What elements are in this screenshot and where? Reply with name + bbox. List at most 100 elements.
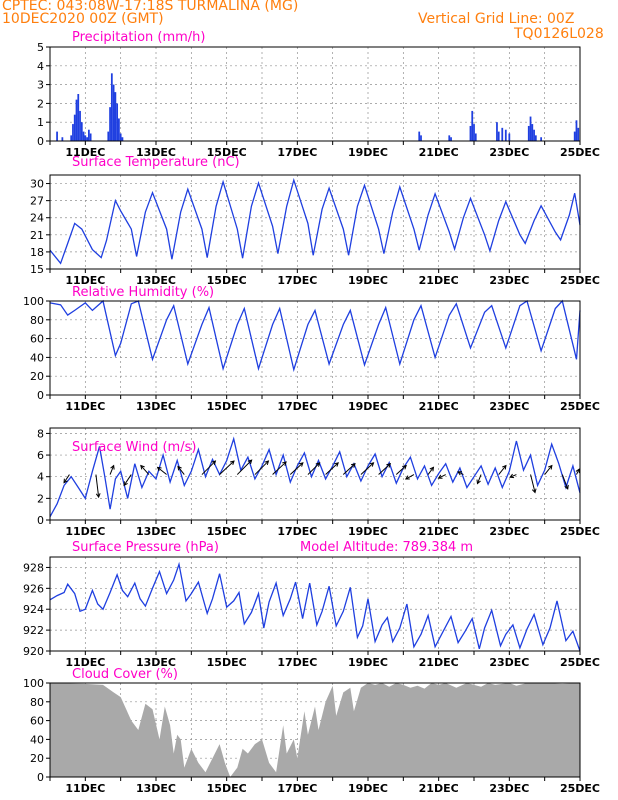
x-tick-label: 25DEC (560, 656, 600, 669)
x-tick-label: 11DEC (65, 400, 105, 413)
y-tick-label: 4 (37, 60, 44, 73)
precip-bar (80, 122, 83, 141)
x-tick-label: 15DEC (207, 400, 247, 413)
x-tick-label: 13DEC (136, 146, 176, 159)
x-tick-label: 21DEC (419, 400, 459, 413)
precip-bar (527, 125, 530, 141)
precip-bar (116, 103, 119, 141)
x-tick-label: 19DEC (348, 146, 388, 159)
x-tick-label: 15DEC (207, 146, 247, 159)
precip-bar (575, 120, 578, 141)
x-tick-label: 11DEC (65, 525, 105, 538)
panel-4 (46, 427, 581, 524)
x-tick-label: 25DEC (560, 782, 600, 795)
wind-arrow-head (315, 462, 321, 467)
wind-arrow-head (547, 464, 553, 470)
series-line (49, 436, 581, 518)
wind-arrow-shaft (509, 474, 517, 478)
precip-bar (496, 122, 498, 141)
x-tick-label: 21DEC (419, 782, 459, 795)
wind-arrow-head (457, 471, 463, 476)
panel-annotation: Model Altitude: 789.384 m (300, 540, 473, 555)
y-tick-label: 40 (30, 733, 44, 746)
wind-arrow-shaft (63, 474, 70, 483)
wind-arrow-head (350, 463, 356, 468)
wind-arrow-shaft (498, 465, 507, 475)
x-tick-label: 17DEC (277, 146, 317, 159)
precip-bar (73, 114, 76, 141)
wind-arrow-head (476, 479, 481, 485)
y-tick-label: 40 (30, 351, 44, 364)
x-tick-label: 15DEC (207, 656, 247, 669)
wind-arrow-head (264, 460, 270, 466)
precip-bar (418, 131, 421, 141)
precip-bar (75, 99, 78, 141)
x-tick-label: 11DEC (65, 782, 105, 795)
precip-bar (79, 110, 81, 141)
precip-bar (533, 129, 535, 141)
wind-arrow-shaft (289, 462, 304, 475)
wind-arrow-head (437, 474, 443, 479)
x-tick-label: 25DEC (560, 525, 600, 538)
x-tick-label: 23DEC (489, 656, 529, 669)
series-line (49, 177, 581, 265)
x-tick-label: 15DEC (207, 274, 247, 287)
wind-arrow-head (110, 464, 115, 470)
y-tick-label: 920 (23, 645, 44, 658)
x-tick-label: 17DEC (277, 782, 317, 795)
y-tick-label: 0 (37, 389, 44, 402)
precip-bar (540, 137, 543, 141)
x-tick-label: 13DEC (136, 525, 176, 538)
y-tick-label: 926 (23, 582, 44, 595)
x-tick-label: 17DEC (277, 656, 317, 669)
wind-arrow-head (386, 463, 392, 468)
x-tick-label: 25DEC (560, 400, 600, 413)
wind-arrow-head (298, 462, 304, 467)
y-tick-label: 2 (37, 492, 44, 505)
precip-bar (118, 118, 120, 141)
y-tick-label: 1 (37, 116, 44, 129)
wind-arrow-shaft (561, 474, 569, 490)
panel-frame (49, 682, 581, 778)
x-tick-label: 23DEC (489, 782, 529, 795)
wind-arrow-shaft (140, 465, 150, 475)
precip-bar (534, 135, 537, 141)
x-tick-label: 25DEC (560, 146, 600, 159)
y-tick-label: 5 (37, 41, 44, 54)
panel-frame (49, 556, 581, 652)
x-tick-label: 11DEC (65, 146, 105, 159)
precip-bar (508, 133, 511, 141)
precip-bar (119, 133, 122, 141)
y-tick-label: 4 (37, 471, 44, 484)
y-tick-label: 60 (30, 715, 44, 728)
wind-arrow-head (123, 481, 128, 487)
y-tick-label: 27 (30, 195, 44, 208)
x-tick-label: 21DEC (419, 274, 459, 287)
precip-bar (529, 116, 532, 141)
panel-frame (49, 46, 581, 142)
wind-arrow-head (177, 465, 182, 471)
wind-arrow-head (502, 464, 507, 470)
precip-bar (107, 131, 110, 141)
x-tick-label: 15DEC (207, 782, 247, 795)
x-tick-label: 17DEC (277, 274, 317, 287)
panel-6 (46, 682, 581, 781)
precip-bar (89, 133, 92, 141)
panel-title: Surface Wind (m/s) (72, 440, 196, 455)
precip-bar (450, 137, 452, 141)
wind-arrow-shaft (307, 462, 320, 475)
x-tick-label: 23DEC (489, 146, 529, 159)
precip-bar (114, 92, 117, 141)
wind-arrow-head (429, 466, 435, 472)
precip-bar (110, 73, 113, 141)
wind-arrow-shaft (438, 474, 446, 479)
wind-arrow-head (95, 493, 101, 499)
panel-title: Precipitation (mm/h) (72, 30, 205, 45)
wind-arrow-head (564, 484, 569, 490)
precip-bar (109, 107, 111, 141)
y-tick-label: 3 (37, 79, 44, 92)
wind-arrow-shaft (530, 474, 536, 493)
wind-arrow-head (402, 464, 407, 470)
precip-bar (504, 129, 507, 141)
